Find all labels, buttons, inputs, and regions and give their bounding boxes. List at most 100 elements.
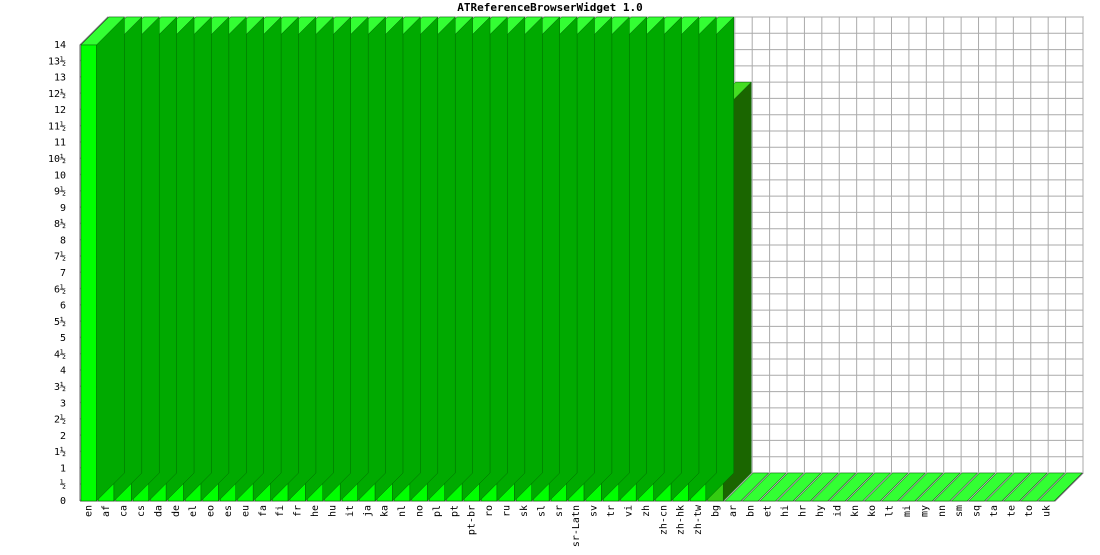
bar-ko	[863, 472, 909, 502]
grid-line-floor	[1037, 472, 1066, 502]
y-tick-label: 4½	[54, 348, 66, 360]
x-tick-label: ka	[380, 505, 391, 517]
bar-hi	[776, 472, 822, 502]
y-tick-label: 12½	[48, 88, 66, 100]
bar-et	[759, 472, 805, 502]
y-tick-label: 7	[60, 268, 66, 279]
x-tick-label: nl	[397, 505, 408, 517]
x-tick-label: lt	[885, 505, 896, 517]
bar-sm	[950, 472, 996, 502]
x-tick-label: ca	[119, 505, 130, 517]
y-tick-label: 11	[54, 138, 66, 149]
bar-ta	[985, 472, 1031, 502]
bar-uk	[1037, 472, 1083, 502]
x-tick-label: et	[763, 505, 774, 517]
x-tick-label: eu	[240, 505, 251, 517]
y-tick-label: 10½	[48, 153, 66, 165]
x-tick-label: fi	[275, 505, 286, 517]
bar-top	[863, 472, 909, 502]
grid-line-floor	[741, 472, 770, 502]
bar-hy	[811, 472, 857, 502]
bar-top	[950, 472, 996, 502]
bar-top	[1037, 472, 1083, 502]
bar-top	[968, 472, 1013, 502]
y-tick-label: 8½	[54, 218, 66, 230]
x-tick-label: sm	[954, 505, 965, 517]
x-tick-label: hu	[327, 505, 338, 517]
x-tick-label: hi	[780, 505, 791, 517]
y-tick-label: 1½	[54, 446, 66, 458]
x-tick-label: cs	[136, 505, 147, 517]
y-tick-label: 11½	[48, 120, 66, 132]
x-tick-label: hy	[815, 505, 826, 517]
x-tick-label: my	[919, 505, 930, 517]
x-tick-label: sr-Latn	[571, 505, 582, 547]
x-tick-label: no	[415, 505, 426, 517]
x-tick-label: pt	[449, 505, 460, 517]
grid-line-floor	[723, 472, 753, 502]
y-tick-label: 6	[60, 301, 66, 312]
x-tick-label: sk	[519, 505, 530, 517]
x-tick-label: zh-hk	[676, 505, 687, 535]
x-tick-label: it	[345, 505, 356, 517]
x-tick-label: af	[101, 505, 112, 517]
y-tick-label: 13½	[48, 55, 66, 67]
bar-top	[811, 472, 857, 502]
y-tick-label: 12	[54, 105, 66, 116]
y-tick-label: 0	[60, 496, 66, 507]
x-tick-label: sl	[536, 505, 547, 517]
grid-line-floor	[950, 472, 979, 502]
bar-to	[1020, 472, 1066, 502]
y-tick-label: ½	[60, 479, 66, 491]
x-tick-label: ta	[989, 505, 1000, 517]
bar-mi	[898, 472, 944, 502]
bar-kn	[846, 472, 892, 502]
bar-en	[80, 16, 126, 502]
x-tick-label: sq	[972, 505, 983, 517]
y-tick-label: 14	[54, 40, 66, 51]
x-tick-label: zh-cn	[658, 505, 669, 535]
grid-line-floor	[967, 472, 997, 502]
bar-id	[829, 472, 874, 502]
x-tick-label: de	[171, 505, 182, 517]
x-tick-label: es	[223, 505, 234, 517]
bar-sq	[968, 472, 1013, 502]
x-tick-label: nn	[937, 505, 948, 517]
bar-top	[846, 472, 892, 502]
bar-top	[1003, 472, 1048, 502]
bar-nn	[933, 472, 979, 502]
bar-te	[1003, 472, 1048, 502]
y-tick-label: 5	[60, 333, 66, 344]
grid-line-floor	[985, 472, 1014, 502]
grid-line-floor	[845, 472, 875, 502]
bar-side	[96, 16, 125, 502]
x-tick-label: sv	[589, 505, 600, 517]
bar-top	[1020, 472, 1066, 502]
grid-line-floor	[776, 472, 805, 502]
grid-line-floor	[810, 472, 840, 502]
x-tick-label: zh-tw	[693, 504, 704, 535]
grid-line-floor	[793, 472, 823, 502]
bar-top	[933, 472, 979, 502]
bar-top	[776, 472, 822, 502]
x-tick-label: kn	[850, 505, 861, 517]
x-tick-label: uk	[1041, 505, 1052, 517]
x-tick-label: vi	[623, 505, 634, 517]
y-tick-label: 13	[54, 73, 66, 84]
y-tick-label: 1	[60, 463, 66, 474]
x-tick-label: bn	[745, 505, 756, 517]
grid-line-floor	[1019, 472, 1049, 502]
grid-line-floor	[932, 472, 962, 502]
grid-line-floor	[1002, 472, 1032, 502]
bar-top	[759, 472, 805, 502]
grid-line-floor	[828, 472, 858, 502]
y-tick-label: 4	[60, 366, 66, 377]
x-tick-label: sr	[554, 505, 565, 517]
y-tick-label: 2½	[54, 414, 66, 426]
y-tick-label: 5½	[54, 316, 66, 328]
y-tick-label: 2	[60, 431, 66, 442]
bar-hr	[794, 472, 839, 502]
x-tick-label: fa	[258, 505, 269, 517]
x-tick-label: mi	[902, 505, 913, 517]
